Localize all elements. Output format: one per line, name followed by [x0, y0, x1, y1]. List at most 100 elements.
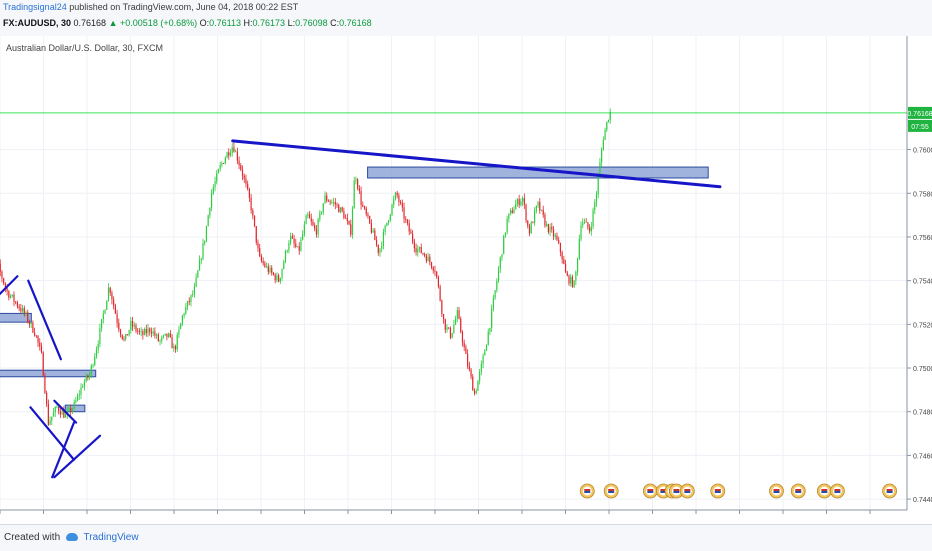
candle-body [556, 235, 558, 241]
calendar-event-icon[interactable] [829, 483, 845, 499]
candle [410, 228, 412, 234]
candle-body [13, 294, 15, 302]
candle-body [434, 270, 436, 272]
candle-body [119, 329, 122, 335]
candle-body [202, 243, 204, 259]
candle-body [298, 246, 300, 251]
candle-body [444, 319, 446, 330]
candle-body [389, 214, 391, 221]
publication-header: Tradingsignal24 published on TradingView… [0, 0, 932, 37]
candle-body [506, 218, 508, 233]
price-chart[interactable]: 0.76000 0.75800 0.75600 0.75400 0.75200 0.750… [0, 36, 932, 525]
candle-body [106, 300, 108, 310]
candle-body [210, 193, 213, 208]
calendar-event-icon[interactable] [603, 483, 619, 499]
candle [384, 224, 386, 236]
candle [214, 176, 216, 192]
candle [34, 327, 36, 337]
candle [578, 234, 580, 261]
candle-body [92, 365, 94, 366]
candle [295, 238, 297, 249]
candle-body [4, 283, 6, 288]
calendar-event-icon[interactable] [769, 483, 784, 499]
candle [317, 217, 319, 239]
candle-body [44, 375, 46, 393]
last-price: 0.76168 [73, 18, 107, 28]
calendar-event-icon[interactable] [882, 483, 897, 499]
candle-body [324, 195, 326, 204]
candle [128, 329, 130, 337]
candle-body [528, 225, 531, 234]
candle-body [547, 224, 549, 233]
candle-body [307, 214, 309, 216]
candle-body [140, 331, 142, 332]
candle-body [467, 353, 469, 366]
candle-body [377, 244, 379, 253]
candle [159, 339, 161, 346]
candle [308, 211, 311, 219]
trendline [231, 139, 722, 189]
chart-title: Australian Dollar/U.S. Dollar, 30, FXCM [6, 43, 163, 53]
candle-body [393, 199, 395, 205]
chart-area[interactable]: 0.76000 0.75800 0.75600 0.75400 0.75200 0.750… [0, 36, 932, 525]
candle-body [595, 194, 598, 203]
candle [107, 283, 110, 302]
candle [119, 328, 122, 338]
calendar-event-icon[interactable] [790, 483, 806, 499]
candle-body [527, 220, 529, 226]
candle-body [30, 322, 32, 325]
candle [307, 211, 309, 219]
candle-body [15, 301, 17, 303]
y-tick-label: 0.75400 [913, 279, 932, 286]
candle [83, 378, 86, 391]
calendar-event-icon[interactable] [710, 483, 726, 499]
candle-body [401, 203, 403, 208]
candle-body [51, 416, 53, 421]
publisher-link[interactable]: Tradingsignal24 [3, 2, 67, 12]
candle-body [58, 406, 60, 412]
candle [451, 332, 453, 339]
tradingview-brand[interactable]: TradingView [83, 532, 139, 543]
open-label: O: [199, 18, 210, 28]
candle-body [114, 305, 116, 314]
candle [575, 270, 577, 286]
candle-body [589, 227, 591, 232]
candle-body [126, 334, 128, 336]
candle-body [9, 295, 12, 298]
calendar-event-icon[interactable] [579, 483, 595, 499]
candle-body [243, 175, 245, 179]
candle-body [453, 324, 455, 333]
candle-body [339, 207, 342, 213]
calendar-event-icon[interactable] [669, 483, 684, 499]
calendar-event-icon[interactable] [642, 483, 658, 499]
candle-body [186, 301, 189, 307]
candle [262, 257, 264, 266]
candle [35, 334, 37, 339]
candle [283, 259, 285, 270]
candle [25, 310, 27, 317]
candle-body [420, 246, 422, 254]
candle [293, 234, 295, 248]
candle-body [489, 327, 491, 332]
candle [542, 205, 544, 218]
candle-body [382, 231, 385, 246]
candle [418, 246, 421, 253]
candle [424, 252, 426, 258]
candle [467, 349, 469, 369]
candle-body [578, 239, 580, 259]
candle [90, 363, 92, 379]
candle [336, 202, 338, 208]
candle-body [135, 325, 137, 331]
candle-body [406, 219, 409, 224]
candle-body [164, 333, 166, 336]
calendar-event-icon[interactable] [679, 483, 695, 499]
candle-body [566, 272, 568, 276]
candle [515, 199, 517, 210]
calendar-event-icon[interactable] [816, 483, 832, 499]
candle-body [264, 263, 266, 267]
candle-body [168, 333, 170, 337]
candle-body [564, 263, 567, 273]
candle [370, 219, 372, 234]
candle [564, 259, 567, 273]
candle [458, 306, 460, 320]
